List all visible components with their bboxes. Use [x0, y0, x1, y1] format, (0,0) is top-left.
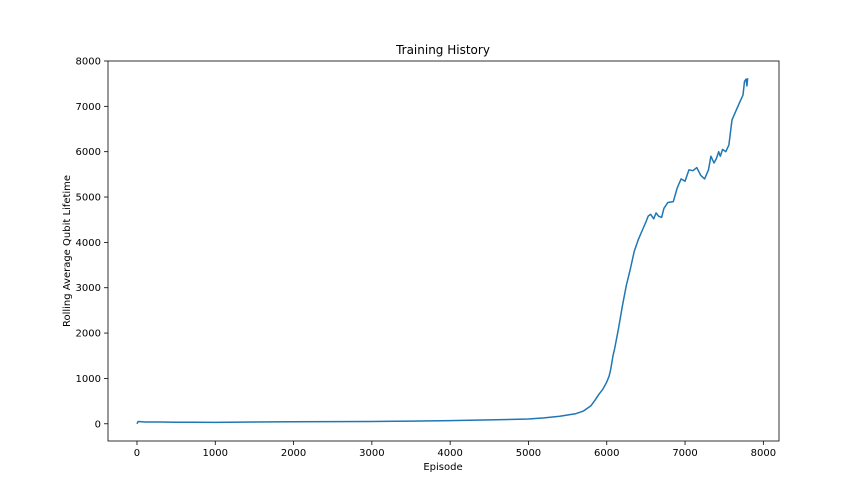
x-tick-label: 4000: [437, 448, 462, 459]
chart-title: Training History: [395, 43, 490, 57]
plot-layer: [136, 78, 749, 425]
x-tick-label: 5000: [516, 448, 541, 459]
y-axis-label: Rolling Average Qubit Lifetime: [62, 175, 73, 327]
y-tick-label: 2000: [76, 329, 101, 340]
x-tick-label: 2000: [281, 448, 306, 459]
y-tick-label: 0: [95, 419, 101, 430]
x-tick-label: 8000: [751, 448, 776, 459]
y-tick-label: 4000: [76, 238, 101, 249]
series-line: [136, 78, 749, 425]
x-tick-label: 1000: [203, 448, 228, 459]
y-tick-label: 1000: [76, 374, 101, 385]
x-axis: 0 1000 2000 3000 4000 5000 6000 7000 8000: [134, 441, 776, 459]
x-axis-label: Episode: [423, 462, 462, 473]
x-tick-label: 6000: [594, 448, 619, 459]
y-tick-label: 8000: [76, 57, 101, 68]
y-tick-label: 7000: [76, 102, 101, 113]
y-axis: 0 1000 2000 3000 4000 5000 6000 7000 8000: [76, 57, 108, 430]
y-tick-label: 6000: [76, 147, 101, 158]
plot-area-frame: [107, 60, 780, 442]
x-tick-label: 0: [134, 448, 140, 459]
x-tick-label: 7000: [672, 448, 697, 459]
y-tick-label: 5000: [76, 193, 101, 204]
x-tick-label: 3000: [359, 448, 384, 459]
y-tick-label: 3000: [76, 283, 101, 294]
